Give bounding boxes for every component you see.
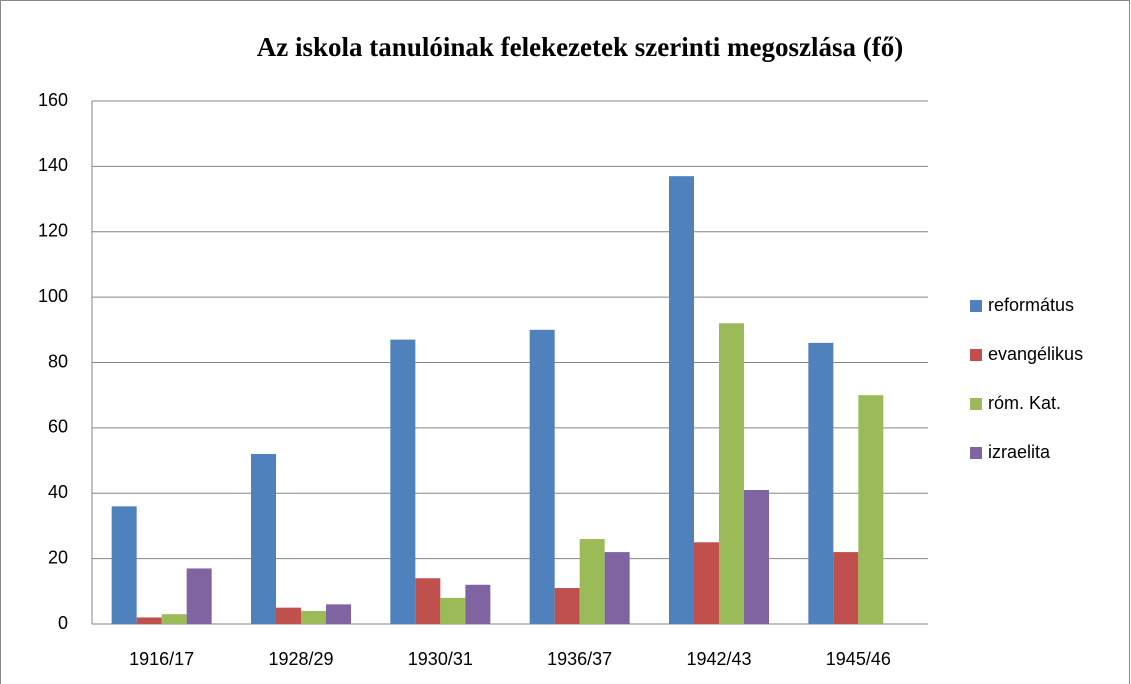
legend-label: róm. Kat.: [988, 393, 1061, 413]
bar: [604, 552, 630, 624]
bar: [669, 176, 694, 624]
bar: [465, 584, 491, 624]
y-tick-label: 40: [48, 482, 68, 502]
bar: [111, 506, 137, 624]
bar: [136, 617, 162, 624]
y-tick-label: 140: [38, 155, 68, 175]
legend-label: izraelita: [988, 442, 1051, 462]
legend-swatch: [970, 398, 982, 410]
bar: [440, 597, 466, 624]
y-tick-label: 100: [38, 286, 68, 306]
bar: [415, 578, 441, 624]
bar: [833, 552, 859, 624]
bar: [808, 342, 834, 624]
y-tick-label: 120: [38, 221, 68, 241]
bar: [694, 542, 719, 624]
legend-swatch: [970, 447, 982, 459]
bar: [529, 329, 555, 624]
y-tick-label: 60: [48, 417, 68, 437]
bar: [744, 489, 769, 624]
bar: [554, 588, 580, 624]
y-tick-label: 20: [48, 547, 68, 567]
bar: [579, 539, 605, 624]
legend-swatch: [970, 300, 982, 312]
bar: [161, 614, 187, 624]
x-tick-label: 1936/37: [547, 649, 612, 669]
legend-swatch: [970, 349, 982, 361]
bar: [301, 610, 326, 624]
bar: [326, 604, 351, 624]
y-tick-label: 160: [38, 90, 68, 110]
x-tick-label: 1945/46: [826, 649, 891, 669]
bar: [390, 339, 416, 624]
chart-title: Az iskola tanulóinak felekezetek szerint…: [257, 32, 903, 62]
bar: [251, 454, 276, 624]
x-tick-label: 1930/31: [408, 649, 473, 669]
bar: [858, 395, 884, 624]
x-tick-label: 1928/29: [268, 649, 333, 669]
legend-label: evangélikus: [988, 344, 1083, 364]
x-tick-label: 1942/43: [686, 649, 751, 669]
bar: [276, 607, 301, 624]
y-tick-label: 0: [58, 613, 68, 633]
bar: [186, 568, 212, 624]
y-tick-label: 80: [48, 351, 68, 371]
legend-label: református: [988, 295, 1074, 315]
x-tick-label: 1916/17: [129, 649, 194, 669]
bar: [719, 323, 744, 624]
